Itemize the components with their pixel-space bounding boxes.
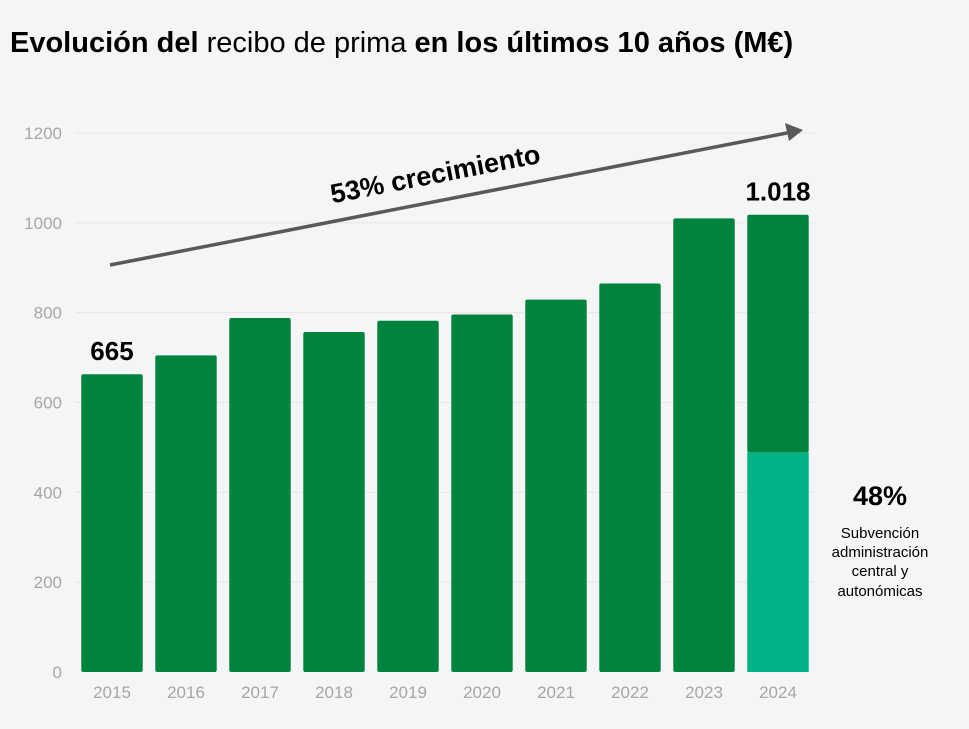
y-tick-label: 800 <box>34 304 62 323</box>
bar-2015 <box>81 374 143 672</box>
y-tick-label: 400 <box>34 483 62 502</box>
chart-title: Evolución del recibo de prima en los últ… <box>10 27 793 60</box>
x-tick-label-2019: 2019 <box>389 683 427 702</box>
growth-label: 53% crecimiento <box>328 139 543 209</box>
x-tick-label-2018: 2018 <box>315 683 353 702</box>
growth-arrow-line <box>109 130 793 267</box>
y-tick-label: 0 <box>53 663 62 682</box>
data-label-2024: 1.018 <box>745 177 810 207</box>
data-labels: 665 1.018 <box>90 177 810 366</box>
x-tick-label-2021: 2021 <box>537 683 575 702</box>
growth-arrow-head <box>785 123 803 141</box>
title-part-2: recibo de prima <box>198 27 415 59</box>
subsidy-note-line-2: administración <box>832 544 929 561</box>
x-tick-label-2017: 2017 <box>241 683 279 702</box>
bar-2024-total-rest <box>747 214 809 453</box>
y-tick-label: 1200 <box>24 124 62 143</box>
bar-2024-subsidy <box>747 452 809 672</box>
bar-2020 <box>451 314 513 672</box>
bar-2018 <box>303 331 365 672</box>
bar-2022 <box>599 283 661 672</box>
y-axis-ticks: 0 200 400 600 800 1000 1200 <box>24 124 62 682</box>
y-tick-label: 600 <box>34 394 62 413</box>
x-tick-label-2024: 2024 <box>759 683 797 702</box>
x-tick-label-2023: 2023 <box>685 683 723 702</box>
subsidy-note-line-1: Subvención <box>841 525 919 542</box>
growth-arrow <box>109 123 803 267</box>
subsidy-note-line-4: autonómicas <box>837 583 922 600</box>
data-label-2015: 665 <box>90 336 133 366</box>
x-tick-label-2015: 2015 <box>93 683 131 702</box>
bar-2016 <box>155 355 217 672</box>
x-tick-label-2020: 2020 <box>463 683 501 702</box>
x-tick-label-2022: 2022 <box>611 683 649 702</box>
subsidy-percentage: 48% <box>853 481 907 511</box>
y-tick-label: 1000 <box>24 214 62 233</box>
y-tick-label: 200 <box>34 573 62 592</box>
bar-2021 <box>525 299 587 672</box>
title-part-1: Evolución del <box>10 27 199 59</box>
bar-2017 <box>229 318 291 672</box>
bars <box>81 214 809 672</box>
x-tick-label-2016: 2016 <box>167 683 205 702</box>
subsidy-note-line-3: central y <box>852 563 909 580</box>
title-part-3: en los últimos 10 años (M€) <box>414 27 794 59</box>
bar-2023 <box>673 218 735 672</box>
bar-2019 <box>377 320 439 672</box>
x-axis-ticks: 2015 2016 2017 2018 2019 2020 2021 2022 2023 2024 <box>93 683 797 702</box>
